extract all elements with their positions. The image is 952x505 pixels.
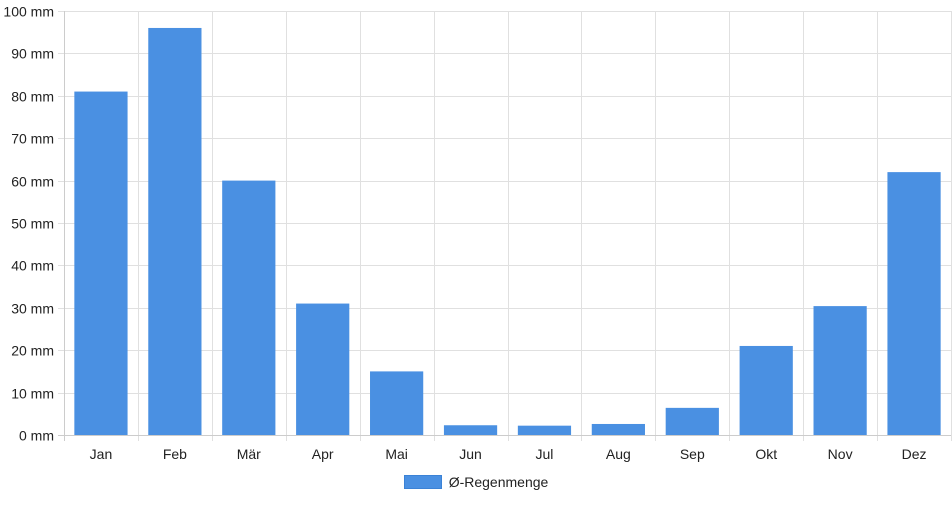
x-tick-label: Jan — [90, 446, 113, 462]
x-tick-label: Okt — [755, 446, 777, 462]
x-tick-label: Jun — [459, 446, 482, 462]
y-tick-label: 10 mm — [11, 386, 54, 402]
bar-sep — [665, 407, 719, 435]
bar-feb — [148, 27, 202, 436]
legend-item[interactable]: Ø-Regenmenge — [403, 474, 549, 490]
y-tick-label: 20 mm — [11, 343, 54, 359]
bar-mär — [222, 180, 276, 435]
bar-mai — [370, 371, 424, 435]
y-tick-label: 80 mm — [11, 89, 54, 105]
y-tick-label: 100 mm — [3, 4, 54, 20]
x-tick-label: Mai — [385, 446, 408, 462]
bar-jun — [443, 425, 498, 435]
y-tick-label: 30 mm — [11, 301, 54, 317]
y-tick-label: 0 mm — [19, 428, 54, 444]
x-tick-label: Aug — [606, 446, 631, 462]
bar-okt — [739, 345, 793, 435]
legend: Ø-Regenmenge — [0, 472, 952, 492]
x-tick-label: Nov — [828, 446, 853, 462]
bar-jul — [517, 425, 572, 435]
y-tick-label: 40 mm — [11, 258, 54, 274]
y-tick-label: 60 mm — [11, 174, 54, 190]
legend-swatch — [403, 475, 442, 489]
bar-jan — [74, 91, 128, 435]
y-tick-label: 90 mm — [11, 46, 54, 62]
x-tick-label: Mär — [237, 446, 261, 462]
x-tick-label: Sep — [680, 446, 705, 462]
bar-aug — [591, 423, 645, 435]
y-tick-label: 50 mm — [11, 216, 54, 232]
bar-apr — [296, 303, 350, 435]
legend-label: Ø-Regenmenge — [448, 474, 549, 490]
x-tick-label: Dez — [902, 446, 927, 462]
bars — [74, 27, 941, 436]
bar-dez — [887, 172, 941, 435]
y-tick-label: 70 mm — [11, 131, 54, 147]
axes: 0 mm 10 mm 20 mm 30 mm 40 mm 50 mm 60 mm 70 mm 8… — [3, 4, 951, 462]
x-tick-label: Jul — [536, 446, 554, 462]
x-tick-label: Feb — [163, 446, 187, 462]
x-tick-label: Apr — [312, 446, 334, 462]
bar-nov — [813, 306, 867, 435]
